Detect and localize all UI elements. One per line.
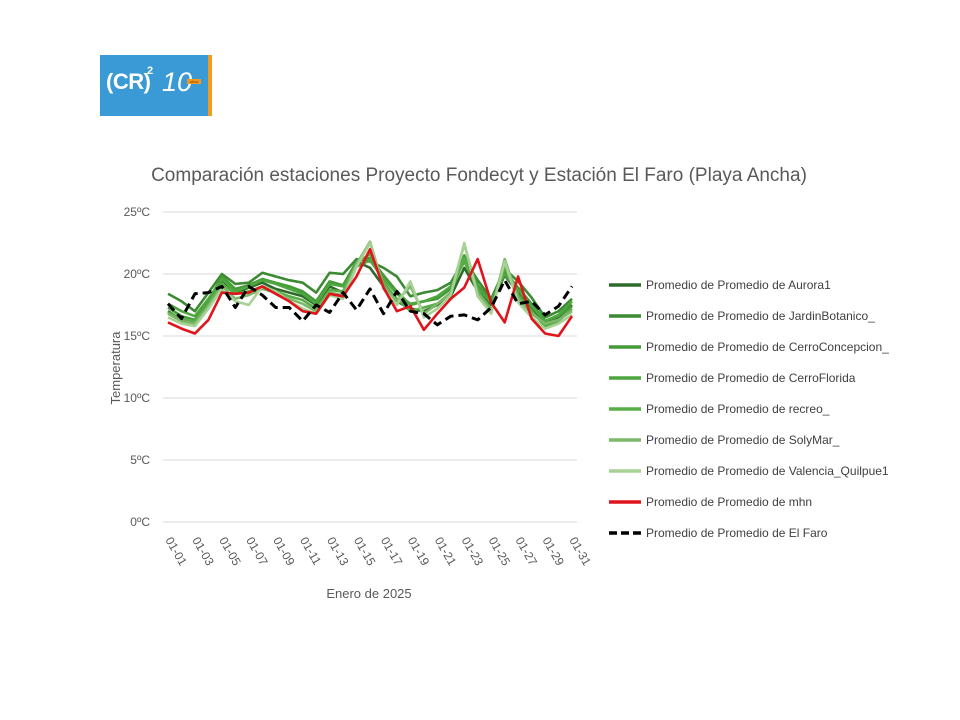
logo-superscript: 2 [147,65,154,77]
series-lines [166,240,574,338]
x-tick-label: 01-13 [324,535,352,569]
legend-label: Promedio de Promedio de Valencia_Quilpue… [646,464,889,478]
series-line [166,278,574,327]
series-line [167,259,573,323]
x-tick-label: 01-03 [189,535,217,569]
y-tick-label: 0ºC [130,515,150,529]
logo-accent-bar [208,55,212,116]
x-tick-label: 01-09 [270,535,298,569]
x-tick-label: 01-25 [486,535,514,569]
x-tick-label: 01-11 [297,535,324,568]
grid-lines [163,211,577,523]
series-line [167,254,573,323]
x-tick-label: 01-23 [459,535,487,569]
legend-label: Promedio de Promedio de Aurora1 [646,278,831,292]
series-line [167,247,574,338]
x-tick-label: 01-05 [216,535,244,569]
x-tick-label: 01-01 [162,535,190,569]
x-tick-label: 01-17 [378,535,406,569]
chart-title: Comparación estaciones Proyecto Fondecyt… [151,165,807,186]
y-tick-label: 5ºC [130,453,150,467]
legend-label: Promedio de Promedio de CerroFlorida [646,371,856,385]
x-tick-label: 01-29 [539,535,567,569]
legend-label: Promedio de Promedio de CerroConcepcion_ [646,340,889,354]
y-tick-label: 10ºC [124,391,151,405]
legend-label: Promedio de Promedio de El Faro [646,526,828,540]
legend-label: Promedio de Promedio de JardinBotanico_ [646,309,875,323]
x-tick-label: 01-21 [432,535,460,569]
legend-label: Promedio de Promedio de mhn [646,495,812,509]
series-line [167,241,573,330]
x-axis-ticks: 01-01 01-03 01-05 01-07 01-09 01-11 01-13 01-15… [162,535,594,569]
logo: (CR) 2 10 años [100,55,212,116]
x-tick-label: 01-07 [243,535,271,569]
logo-text: (CR) [106,69,151,94]
legend-label: Promedio de Promedio de recreo_ [646,402,830,416]
y-axis-ticks: 0ºC 5ºC 10ºC 15ºC 20ºC 25ºC [124,205,151,529]
y-tick-label: 20ºC [124,267,151,281]
x-tick-label: 01-31 [566,535,594,569]
x-tick-label: 01-15 [351,535,379,569]
legend: Promedio de Promedio de Aurora1 Promedio … [609,278,889,540]
x-axis-label: Enero de 2025 [326,586,411,601]
logo-anos-badge: años [187,79,201,84]
y-axis-label: Temperatura [108,331,123,405]
y-tick-label: 25ºC [124,205,151,219]
x-tick-label: 01-27 [513,535,541,569]
y-tick-label: 15ºC [124,329,151,343]
x-tick-label: 01-19 [405,535,433,569]
legend-label: Promedio de Promedio de SolyMar_ [646,433,840,447]
